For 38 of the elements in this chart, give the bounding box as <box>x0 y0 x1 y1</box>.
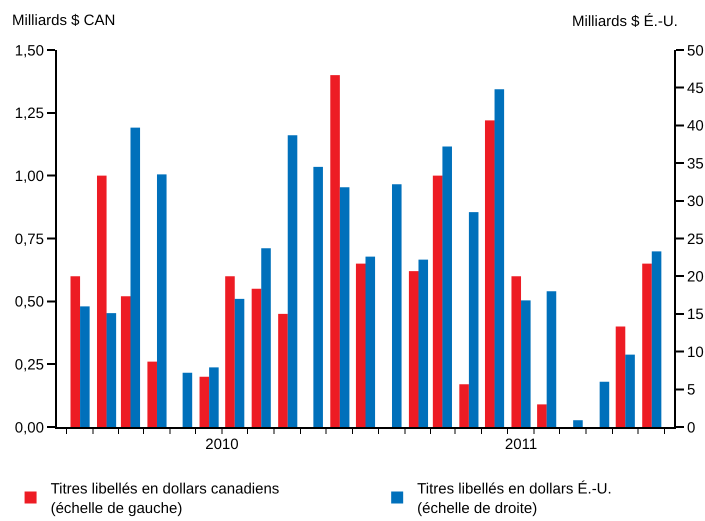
y-tick-label: 0,25 <box>14 356 44 374</box>
y-axis-title: Milliards $ CAN <box>12 12 116 29</box>
bar <box>546 291 556 427</box>
y-tick-label: 1,25 <box>14 105 44 122</box>
y2-tick-label: 0 <box>687 419 696 436</box>
bar <box>573 420 583 427</box>
legend-label: Titres libellés en dollars canadiens (échelle de gauche) <box>50 480 280 518</box>
y2-tick-label: 40 <box>687 118 704 135</box>
y2-tick-label: 30 <box>687 193 704 210</box>
bar <box>313 166 323 427</box>
y-tick-label: 0,75 <box>14 230 44 248</box>
y2-tick-label: 15 <box>687 306 704 324</box>
x-tick-label: 2011 <box>504 436 538 453</box>
y2-tick-label: 35 <box>687 155 704 172</box>
x-tick-label: 2010 <box>205 436 239 453</box>
bar <box>288 135 298 427</box>
bar <box>156 174 167 427</box>
bar <box>537 404 547 427</box>
y2-tick-label: 10 <box>687 344 704 361</box>
y-tick-label: 1,50 <box>14 42 44 60</box>
bar <box>459 384 469 427</box>
y2-tick-label: 25 <box>687 230 704 248</box>
y-tick-label: 1,00 <box>14 168 44 185</box>
legend-label: Titres libellés en dollars É.-U. (échelle de droite) <box>417 480 612 518</box>
y2-axis-title: Milliards $ É.-U. <box>572 12 678 30</box>
y-tick-label: 0,50 <box>14 294 44 311</box>
y2-tick-label: 20 <box>687 268 704 286</box>
y-tick-label: 0,00 <box>14 419 44 436</box>
bar <box>96 176 107 427</box>
y2-tick-label: 50 <box>687 42 704 60</box>
bar <box>182 372 192 427</box>
y2-tick-label: 5 <box>687 382 696 399</box>
bar <box>147 362 157 427</box>
bar <box>468 212 478 427</box>
bar <box>392 184 402 427</box>
bar <box>600 382 610 427</box>
y2-tick-label: 45 <box>687 80 704 97</box>
bar <box>130 128 140 427</box>
